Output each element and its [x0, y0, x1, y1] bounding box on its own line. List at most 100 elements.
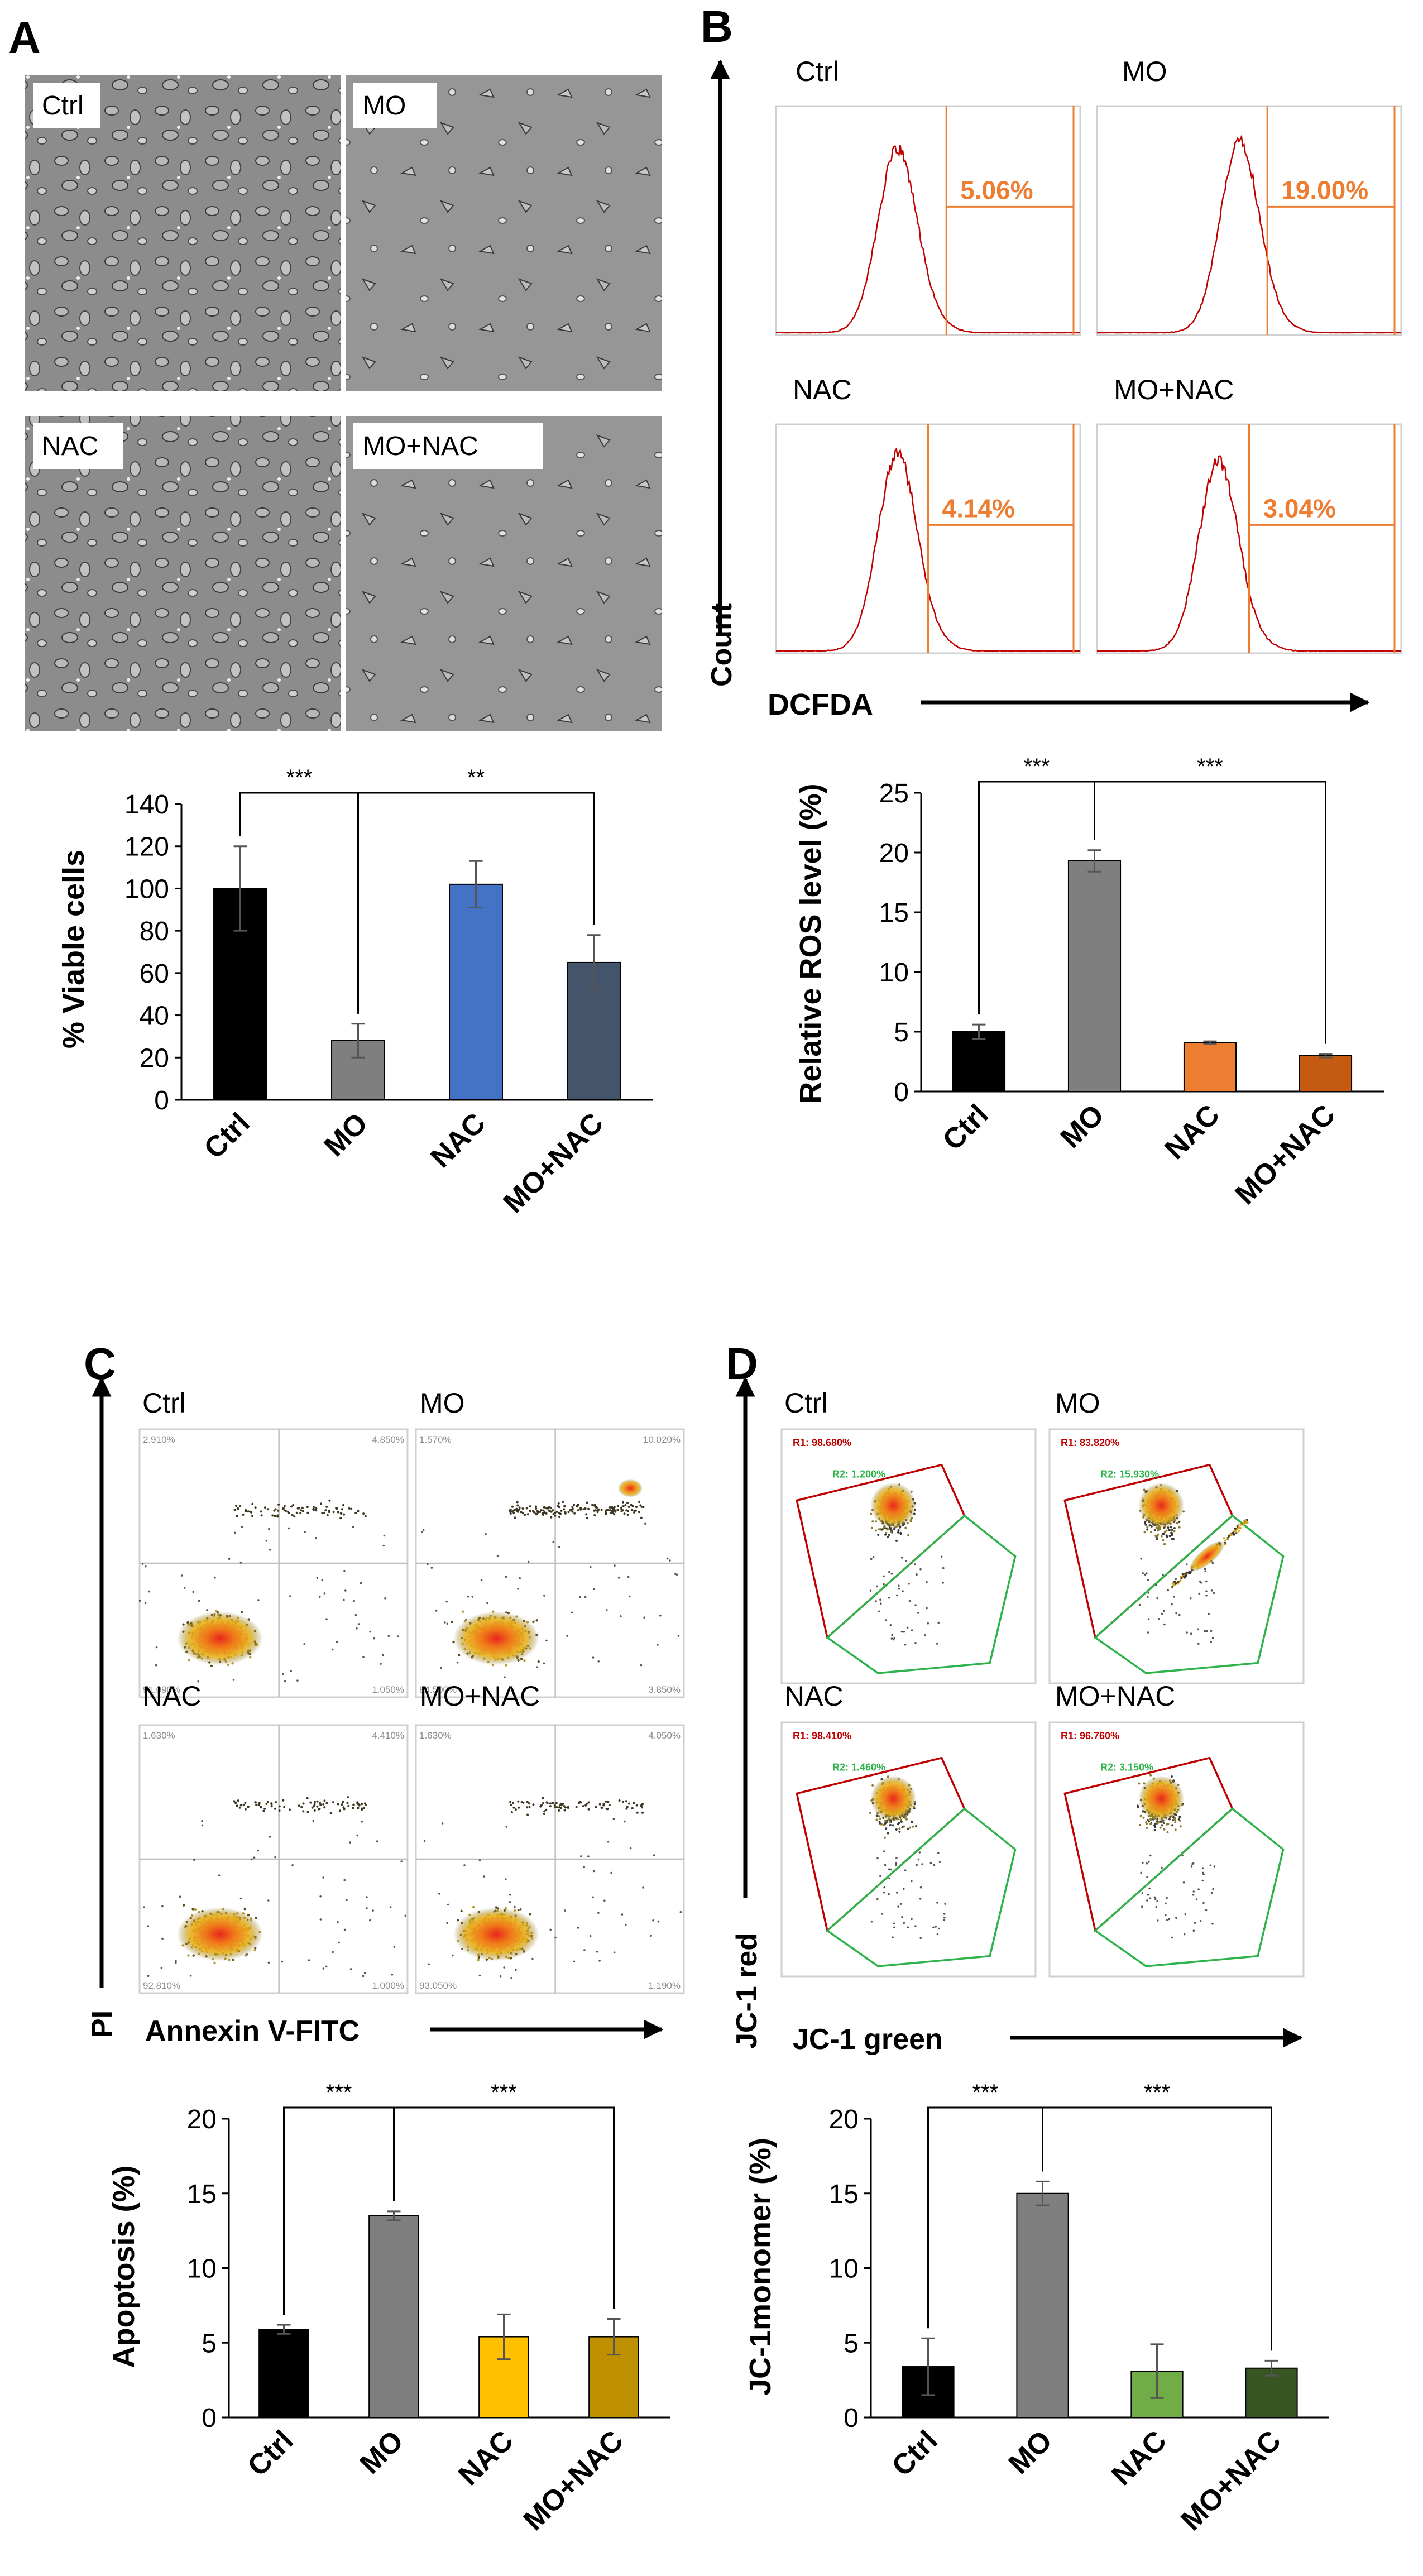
scatter-point [389, 1906, 392, 1908]
scatter-point [312, 1508, 315, 1511]
scatter-point [239, 1804, 242, 1807]
scatter-point [1186, 1563, 1188, 1565]
y-tick-label: 40 [140, 1002, 169, 1031]
scatter-point [357, 1807, 360, 1809]
y-tick-label: 100 [124, 874, 169, 904]
scatter-point [892, 1936, 894, 1938]
scatter-point [592, 1656, 595, 1659]
scatter-point [543, 1810, 546, 1813]
scatter-point [607, 1509, 610, 1511]
scatter-point [347, 1796, 349, 1799]
scatter-point [1167, 1823, 1170, 1826]
y-tick-label: 25 [879, 779, 909, 808]
scatter-point [301, 1506, 304, 1509]
scatter-point [1147, 1596, 1149, 1598]
x-tick-label: MO [354, 2424, 410, 2480]
scatter-point [362, 1807, 365, 1809]
scatter-point [900, 1557, 903, 1559]
scatter-point [1210, 1630, 1213, 1632]
histogram-curve [1097, 134, 1402, 334]
scatter-point [376, 1840, 378, 1842]
scatter-point [444, 1621, 446, 1624]
micrograph-mo-nac: MO+NAC [346, 416, 662, 731]
scatter-point [260, 1806, 262, 1809]
scatter-point [144, 1602, 147, 1605]
y-axis-label: % Viable cells [57, 850, 90, 1048]
scatter-point [903, 1888, 905, 1890]
scatter-point [582, 1805, 584, 1808]
scatter-point [363, 1802, 366, 1805]
y-tick-label: 140 [124, 790, 169, 820]
scatter-point [938, 1927, 940, 1930]
scatter-point [1168, 1535, 1171, 1538]
scatter-point [631, 1505, 634, 1507]
scatter-point [354, 1613, 357, 1616]
scatter-point [343, 1513, 346, 1516]
scatter-point [895, 1857, 898, 1859]
scatter-point [510, 1976, 512, 1979]
scatter-point [316, 1577, 319, 1579]
scatter-point [944, 1903, 946, 1905]
scatter-point [624, 1820, 626, 1823]
quadrant-ur: 4.410% [372, 1730, 404, 1741]
scatter-point [552, 1802, 554, 1804]
scatter-point [1202, 1871, 1204, 1874]
scatter-point [586, 1517, 588, 1520]
scatter-point [593, 1509, 596, 1512]
scatter-point [191, 1908, 194, 1911]
scatter-point [1144, 1523, 1147, 1526]
scatter-point [339, 1517, 342, 1520]
scatter-point [339, 1809, 341, 1812]
scatter-point [352, 1807, 354, 1809]
scatter-point [147, 1975, 150, 1978]
scatter-point [364, 1515, 367, 1517]
scatter-point [342, 1801, 344, 1803]
chart-ros: 0 5 10 15 20 25 Relative ROS level (%) Ctrl MO NA… [794, 754, 1384, 1211]
scatter-point [533, 1511, 535, 1514]
scatter-point [532, 1803, 535, 1806]
scatter-point [573, 1504, 576, 1506]
scatter-point [303, 1643, 305, 1645]
scatter-point [520, 1908, 522, 1911]
scatter-point [517, 1800, 520, 1803]
scatter-point [335, 1507, 338, 1510]
scatter-point [138, 1600, 141, 1602]
scatter-point [553, 1804, 556, 1807]
scatter-point [603, 1899, 606, 1902]
scatter-point [306, 1811, 309, 1813]
scatter-point [887, 1832, 889, 1835]
scatter-point [512, 1511, 515, 1514]
scatter-point [886, 1528, 889, 1531]
scatter-point [679, 1911, 682, 1913]
scatter-point [1171, 1538, 1173, 1540]
scatter-point [234, 1802, 237, 1804]
scatter-point [657, 1920, 660, 1923]
scatter-point [909, 1826, 911, 1829]
scatter-point [480, 1579, 483, 1582]
scatter-point [587, 1855, 590, 1857]
scatter-point [635, 1506, 638, 1509]
scatter-point [445, 1600, 448, 1603]
scatter-point [1202, 1902, 1205, 1904]
gate-r2-label: R2: 15.930% [1100, 1468, 1159, 1479]
micrograph-ctrl: Ctrl [25, 75, 341, 391]
y-tick-label: 5 [894, 1018, 909, 1047]
y-axis-label: Relative ROS level (%) [794, 783, 827, 1103]
scatter-point [640, 1505, 643, 1508]
scatter-point [924, 1634, 926, 1636]
scatter-point [614, 1564, 616, 1567]
scatter-point [214, 1577, 216, 1579]
micrograph-nac: NAC [25, 416, 341, 731]
scatter-point [446, 1922, 448, 1924]
scatter-point [607, 1801, 610, 1803]
scatter-point [308, 1959, 310, 1961]
scatter-point [883, 1886, 886, 1889]
scatter-point [869, 1812, 871, 1814]
scatter-point [911, 1629, 913, 1631]
scatter-point [635, 1804, 638, 1807]
scatter-point [1146, 1899, 1148, 1902]
plot-frame [780, 1428, 1037, 1684]
scatter-point [269, 1548, 271, 1551]
scatter-point [315, 1536, 317, 1539]
scatter-point [237, 1507, 239, 1510]
